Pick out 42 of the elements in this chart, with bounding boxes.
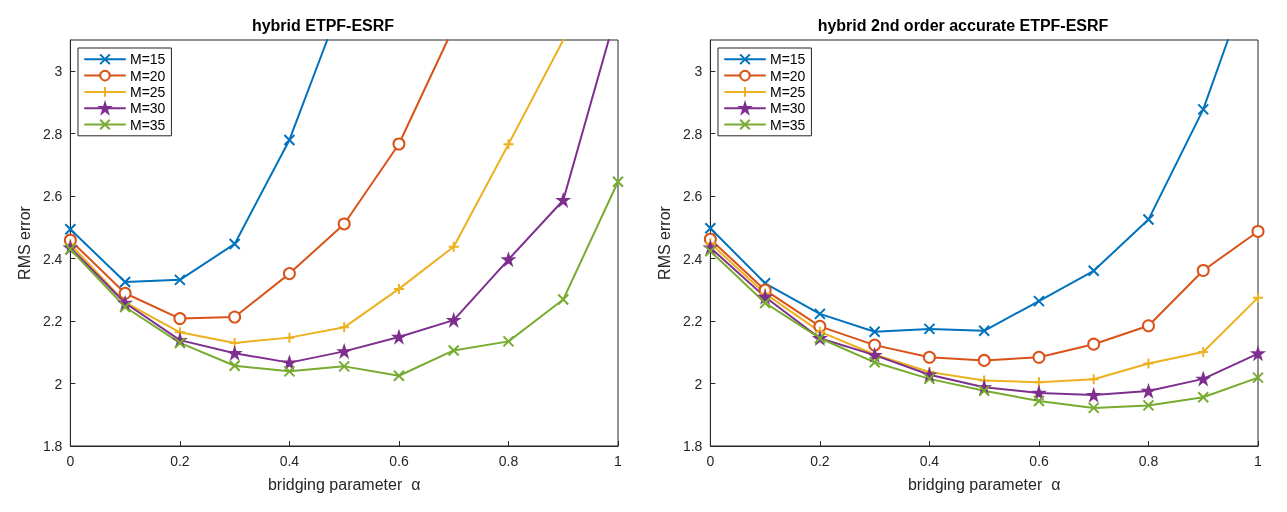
x-tick-label: 1 <box>614 453 623 469</box>
x-tick-label: 0.8 <box>1138 453 1159 469</box>
y-tick-label: 3 <box>694 63 703 80</box>
legend-label: M=30 <box>770 100 806 117</box>
y-tick-label: 2.6 <box>42 188 63 205</box>
y-tick-label: 2.4 <box>682 250 703 267</box>
y-tick-label: 2 <box>54 375 63 392</box>
legend-label: M=15 <box>770 51 806 68</box>
y-tick-label: 2.8 <box>682 125 703 142</box>
y-axis-title: RMS error <box>15 205 33 280</box>
legend-label: M=15 <box>130 51 166 68</box>
chart-title: hybrid ETPF-ESRF <box>251 16 395 34</box>
y-tick-label: 1.8 <box>682 438 703 454</box>
chart-title: hybrid 2nd order accurate ETPF-ESRF <box>817 16 1109 34</box>
y-tick-label: 1.8 <box>42 438 63 454</box>
x-tick-label: 1 <box>1254 453 1263 469</box>
x-tick-label: 0.2 <box>170 453 190 469</box>
y-tick-label: 2.4 <box>42 250 63 267</box>
y-tick-label: 2.2 <box>42 313 63 330</box>
x-axis-title: bridging parameter α <box>267 475 421 493</box>
x-axis-title: bridging parameter α <box>907 475 1061 493</box>
y-tick-label: 2.8 <box>42 125 63 142</box>
x-tick-label: 0.2 <box>810 453 830 469</box>
legend-label: M=35 <box>130 116 166 133</box>
legend-label: M=30 <box>130 100 166 117</box>
legend-label: M=25 <box>130 83 166 100</box>
y-tick-label: 3 <box>54 63 63 80</box>
x-tick-label: 0.4 <box>919 453 940 469</box>
x-tick-label: 0 <box>706 453 715 469</box>
legend-label: M=35 <box>770 116 806 133</box>
x-tick-label: 0.6 <box>1029 453 1049 469</box>
x-tick-label: 0.6 <box>389 453 409 469</box>
y-axis-title: RMS error <box>655 205 673 280</box>
y-tick-label: 2.2 <box>682 313 703 330</box>
legend-label: M=20 <box>130 67 166 84</box>
x-tick-label: 0.4 <box>279 453 300 469</box>
y-tick-label: 2.6 <box>682 188 703 205</box>
x-tick-label: 0.8 <box>498 453 519 469</box>
y-tick-label: 2 <box>694 375 703 392</box>
x-tick-label: 0 <box>66 453 75 469</box>
legend-label: M=25 <box>770 83 806 100</box>
legend-label: M=20 <box>770 67 806 84</box>
